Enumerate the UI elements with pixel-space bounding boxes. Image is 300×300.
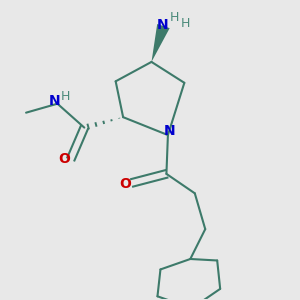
Text: N: N <box>49 94 60 108</box>
Text: N: N <box>157 18 169 32</box>
Text: O: O <box>58 152 70 166</box>
Text: H: H <box>181 16 190 30</box>
Polygon shape <box>152 24 170 62</box>
Text: N: N <box>164 124 175 138</box>
Text: H: H <box>61 90 70 103</box>
Text: O: O <box>120 177 131 191</box>
Text: H: H <box>170 11 179 24</box>
